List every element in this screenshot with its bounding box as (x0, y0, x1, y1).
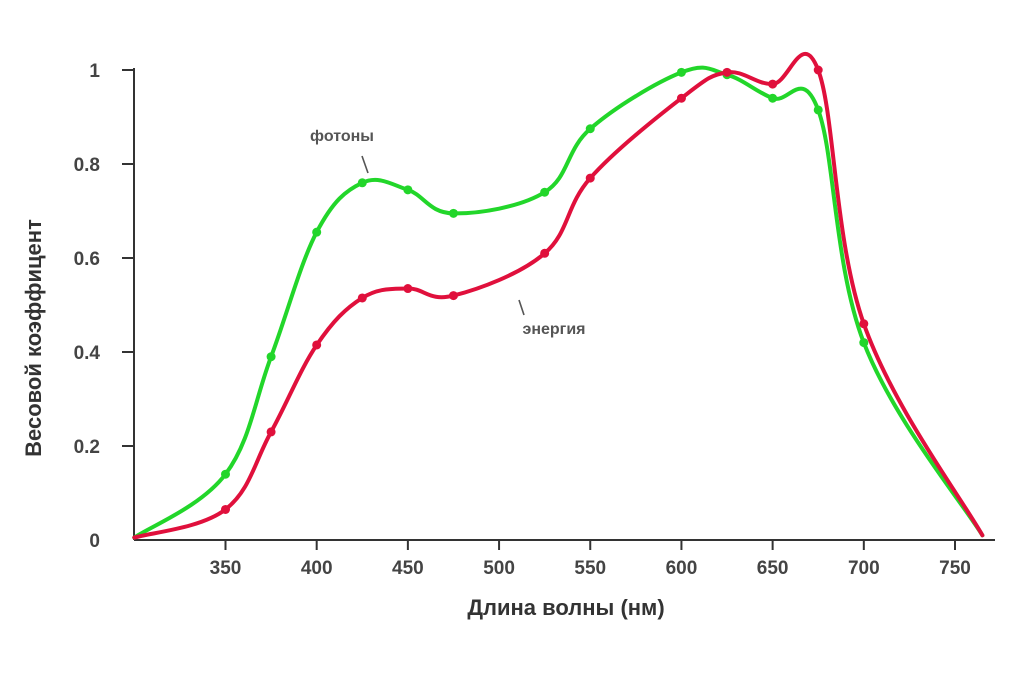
annotation-layer: фотоны энергия (310, 128, 585, 338)
series-layer (132, 51, 985, 540)
x-tick-label: 700 (848, 558, 880, 579)
data-point (676, 67, 686, 77)
data-point (540, 187, 550, 197)
data-point (357, 178, 367, 188)
x-tick-label: 400 (301, 558, 333, 579)
x-tick-label: 500 (483, 558, 515, 579)
annotation-energy: энергия (518, 299, 586, 338)
data-point (585, 173, 595, 183)
data-point (403, 185, 413, 195)
y-tick-label: 0 (89, 531, 100, 552)
y-tick-label: 0.4 (74, 343, 101, 364)
y-tick-label: 1 (89, 61, 100, 82)
data-point (357, 293, 367, 303)
annotation-leader (361, 155, 369, 174)
x-tick-label: 350 (210, 558, 242, 579)
x-tick-label: 600 (666, 558, 698, 579)
series-energy (132, 51, 985, 540)
x-tick-label: 650 (757, 558, 789, 579)
annotation-label: фотоны (310, 128, 374, 145)
data-point (768, 93, 778, 103)
y-tick-label: 0.2 (74, 437, 100, 458)
axes: 0 0.2 0.4 0.6 0.8 1 350 400 450 500 550 600 650 700 75… (74, 61, 995, 579)
data-point (585, 124, 595, 134)
data-point (813, 105, 823, 115)
data-point (859, 319, 869, 329)
data-point (813, 65, 823, 75)
y-tick-label: 0.6 (74, 249, 100, 270)
data-point (676, 93, 686, 103)
data-point (768, 79, 778, 89)
annotation-photons: фотоны (310, 128, 374, 174)
y-axis-label: Весовой коэффицент (21, 219, 46, 457)
data-point (312, 340, 322, 350)
x-tick-label: 550 (574, 558, 606, 579)
y-tick-label: 0.8 (74, 155, 100, 176)
data-point (859, 338, 869, 348)
data-point (448, 291, 458, 301)
data-point (221, 504, 230, 514)
data-point (312, 227, 322, 237)
data-point (266, 352, 276, 362)
data-point (540, 248, 550, 258)
x-axis-label: Длина волны (нм) (467, 595, 664, 620)
data-point (266, 427, 276, 437)
annotation-leader (518, 299, 525, 316)
series-photons (132, 65, 985, 540)
x-tick-label: 450 (392, 558, 424, 579)
data-point (403, 284, 413, 294)
data-point (448, 208, 458, 218)
x-tick-label: 750 (939, 558, 971, 579)
series-line (132, 51, 985, 540)
data-point (722, 67, 732, 77)
annotation-label: энергия (522, 321, 585, 338)
data-point (221, 469, 230, 479)
series-line (132, 65, 985, 540)
